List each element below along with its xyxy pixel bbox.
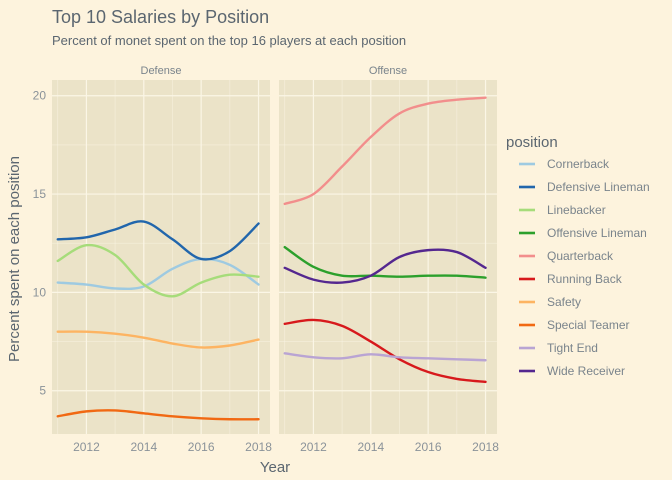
y-tick-label: 10	[33, 285, 47, 299]
x-tick-label: 2016	[188, 440, 215, 454]
x-tick-label: 2012	[73, 440, 100, 454]
series-line-wide-receiver	[283, 248, 487, 284]
y-axis-label: Percent spent on each position	[6, 156, 23, 362]
legend-label-cornerback: Cornerback	[547, 157, 610, 171]
y-tick-label: 5	[39, 384, 46, 398]
series-line-defensive-lineman	[56, 220, 260, 261]
x-axis-label: Year	[260, 459, 290, 476]
series-line-tight-end	[283, 352, 487, 362]
series-line-special-teamer	[56, 409, 260, 421]
facet-label-defense: Defense	[141, 65, 182, 77]
x-tick-label: 2014	[357, 440, 384, 454]
panel-background	[52, 80, 270, 434]
series-line-linebacker	[56, 243, 260, 298]
chart-subtitle: Percent of monet spent on the top 16 pla…	[52, 33, 406, 48]
legend-label-tight-end: Tight End	[547, 341, 598, 355]
series-line-offensive-lineman	[283, 245, 487, 279]
x-tick-label: 2012	[300, 440, 327, 454]
facet-panel-offense: Offense 2012 2014 2016 2018	[279, 65, 499, 454]
y-tick-label: 20	[33, 89, 47, 103]
legend-label-quarterback: Quarterback	[547, 249, 614, 263]
legend: position Cornerback Defensive Lineman Line…	[506, 134, 650, 378]
series-line-safety	[56, 330, 260, 349]
facet-panel-defense: Defense 2012 2014 2016 2018 5 10 15 20	[33, 65, 273, 454]
legend-label-offensive-lineman: Offensive Lineman	[547, 226, 647, 240]
chart-title: Top 10 Salaries by Position	[52, 7, 269, 27]
y-tick-label: 15	[33, 187, 47, 201]
x-tick-label: 2018	[245, 440, 272, 454]
legend-label-defensive-lineman: Defensive Lineman	[547, 180, 650, 194]
legend-label-special-teamer: Special Teamer	[547, 318, 630, 332]
x-tick-label: 2018	[472, 440, 499, 454]
facet-label-offense: Offense	[369, 65, 407, 77]
legend-title: position	[506, 134, 558, 151]
panel-background	[279, 80, 497, 434]
series-line-quarterback	[283, 96, 487, 206]
legend-label-running-back: Running Back	[547, 272, 623, 286]
x-tick-label: 2014	[130, 440, 157, 454]
series-line-running-back	[283, 318, 487, 384]
series-line-cornerback	[56, 257, 260, 291]
legend-label-linebacker: Linebacker	[547, 203, 606, 217]
legend-label-safety: Safety	[547, 295, 581, 309]
legend-label-wide-receiver: Wide Receiver	[547, 364, 625, 378]
x-tick-label: 2016	[415, 440, 442, 454]
